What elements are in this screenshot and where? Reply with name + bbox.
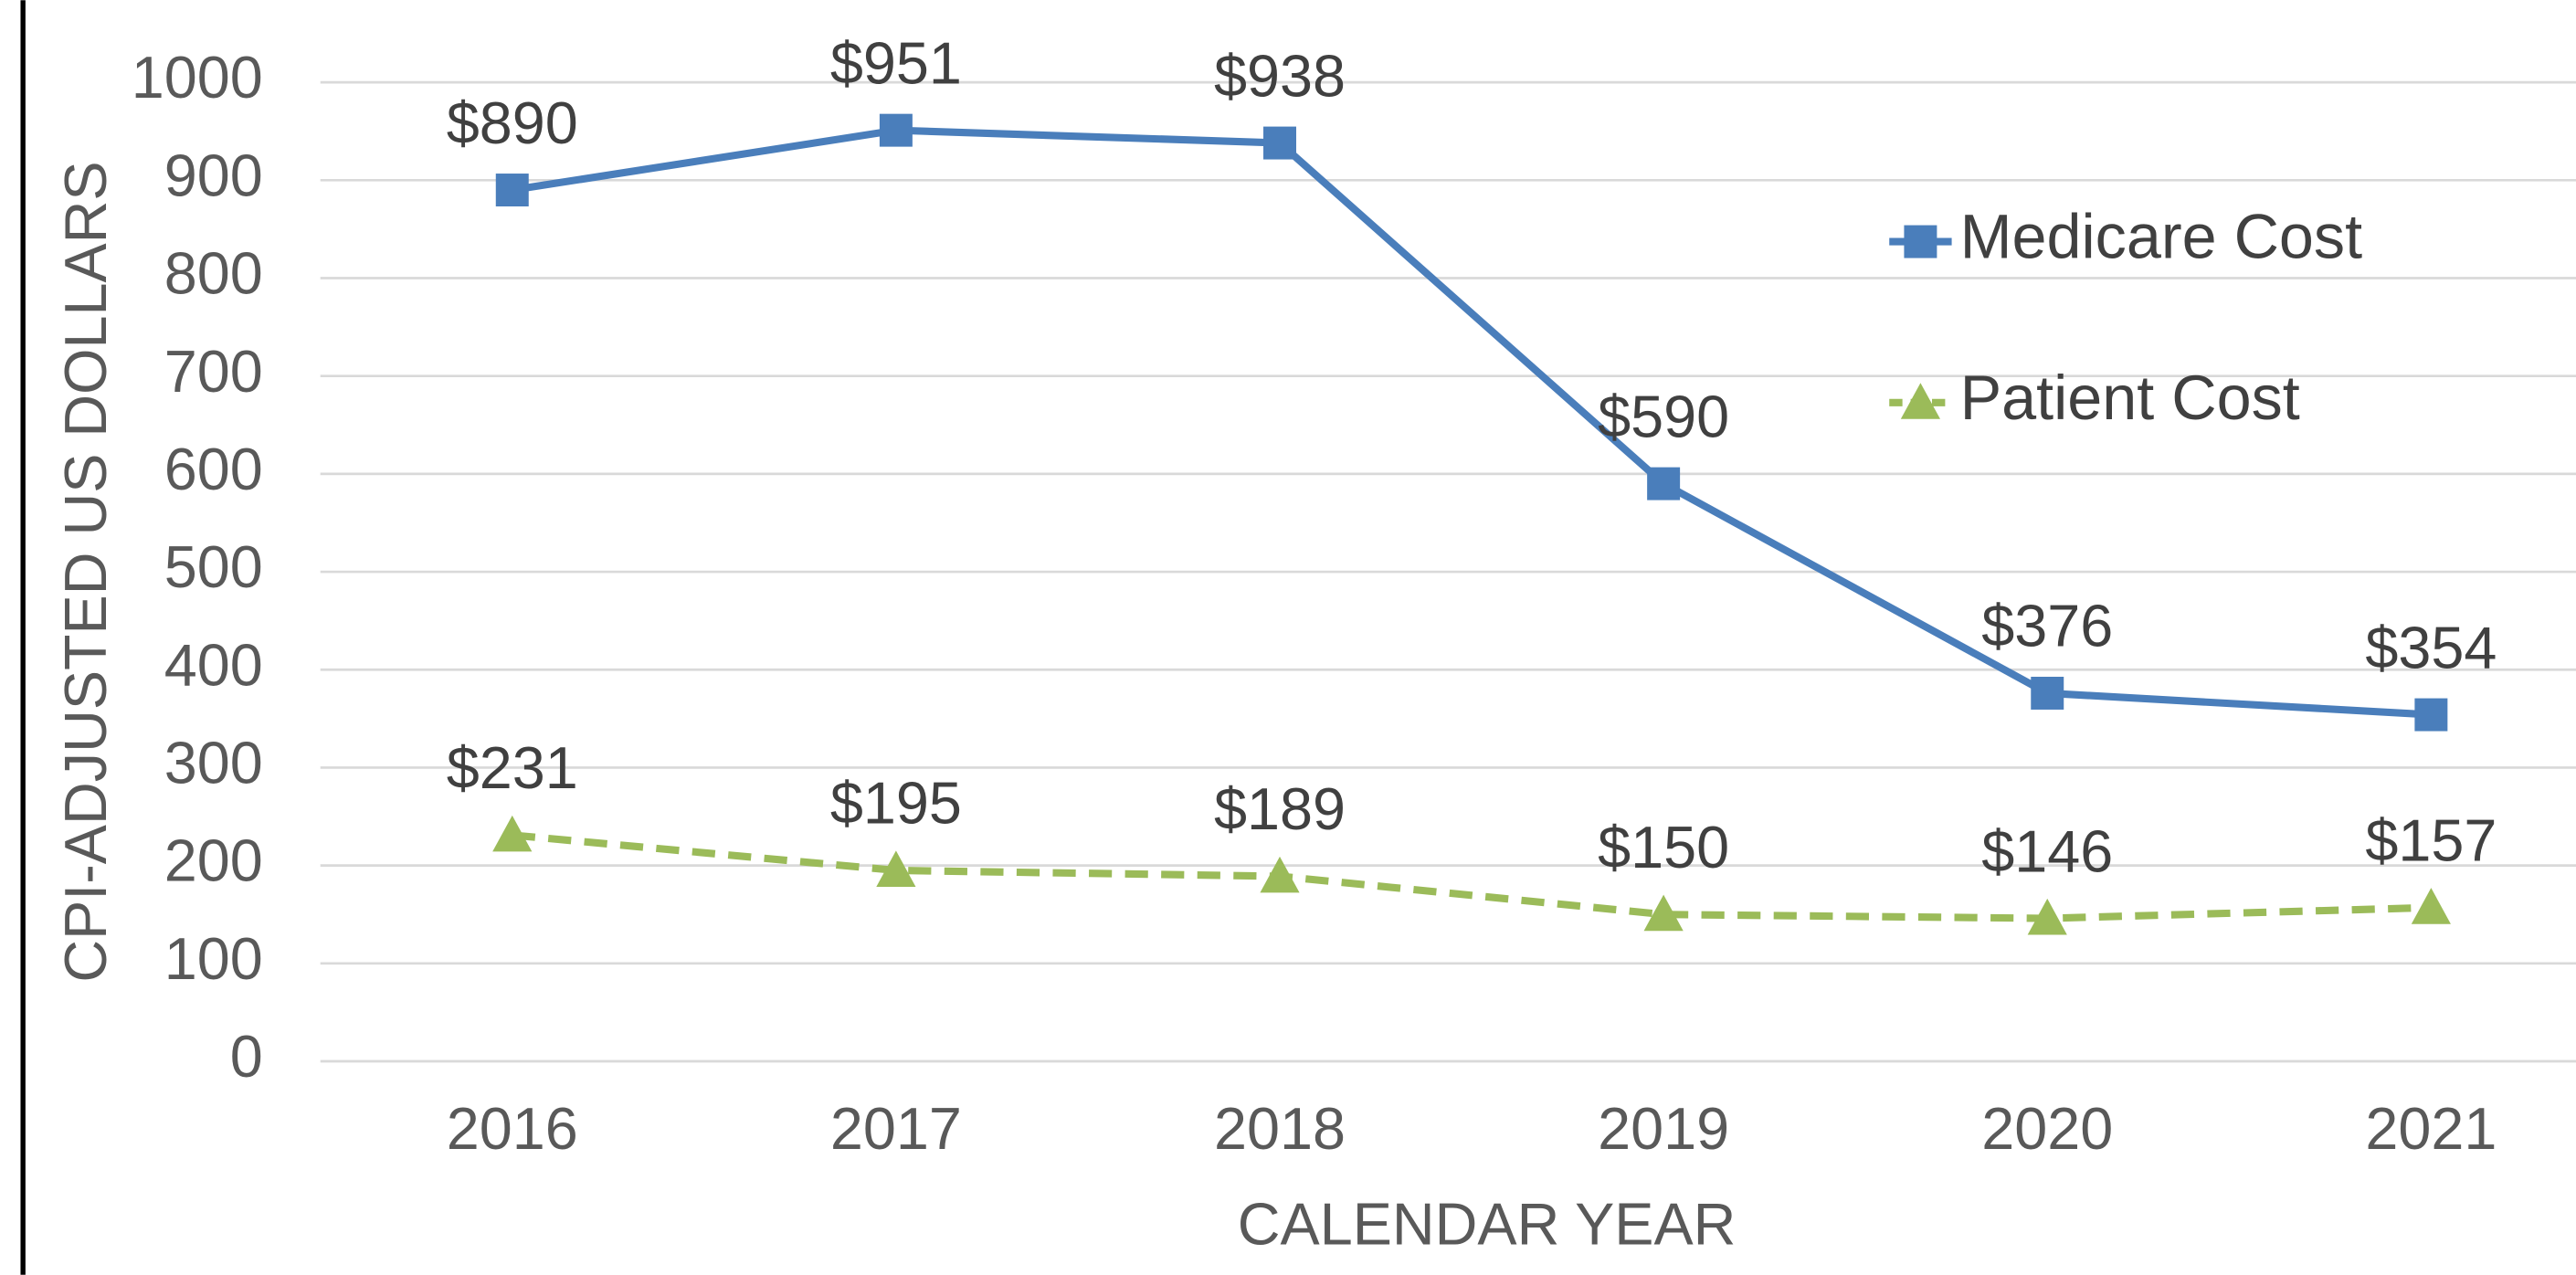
- series-line: [512, 831, 2432, 922]
- data-label: $150: [1598, 814, 1729, 880]
- series-line: [512, 126, 2432, 719]
- data-point: [876, 850, 916, 887]
- legend-marker: [1900, 383, 1940, 419]
- y-tick-label: 700: [164, 338, 263, 405]
- data-label: $146: [1981, 817, 2113, 884]
- data-label: $189: [1214, 775, 1346, 842]
- y-tick-label: 0: [230, 1023, 263, 1090]
- data-label: $376: [1981, 593, 2113, 659]
- data-point: [492, 815, 533, 852]
- x-axis-title: CALENDAR YEAR: [1238, 1191, 1737, 1258]
- data-point: [2414, 698, 2448, 732]
- data-label: $231: [447, 734, 578, 801]
- y-tick-label: 500: [164, 533, 263, 600]
- y-tick-label: 300: [164, 730, 263, 796]
- data-point: [2411, 888, 2451, 924]
- data-label: $938: [1214, 42, 1346, 109]
- data-point: [2027, 898, 2067, 935]
- x-tick-label: 2017: [830, 1095, 962, 1162]
- x-tick-label: 2019: [1598, 1095, 1729, 1162]
- data-label: $157: [2365, 806, 2497, 873]
- y-axis-title: CPI-ADJUSTED US DOLLARS: [52, 161, 119, 982]
- x-tick-label: 2016: [447, 1095, 578, 1162]
- y-tick-label: 100: [164, 925, 263, 992]
- legend-label: Medicare Cost: [1960, 203, 2363, 272]
- data-point: [1260, 856, 1300, 893]
- data-label: $951: [830, 29, 962, 96]
- x-tick-label: 2020: [1981, 1095, 2113, 1162]
- y-tick-label: 400: [164, 631, 263, 698]
- y-tick-label: 200: [164, 827, 263, 894]
- data-label: $195: [830, 770, 962, 837]
- data-point: [1647, 467, 1681, 501]
- y-tick-label: 800: [164, 240, 263, 307]
- data-label: $354: [2365, 614, 2497, 680]
- y-tick-label: 1000: [132, 44, 263, 111]
- data-label: $890: [447, 90, 578, 156]
- legend-marker: [1904, 225, 1937, 258]
- data-point: [1263, 126, 1296, 160]
- x-tick-label: 2021: [2365, 1095, 2497, 1162]
- data-point: [1643, 894, 1684, 932]
- data-point: [2031, 676, 2064, 710]
- y-tick-label: 900: [164, 142, 263, 208]
- legend-label: Patient Cost: [1960, 364, 2300, 433]
- data-point: [495, 174, 529, 207]
- y-tick-label: 600: [164, 436, 263, 502]
- data-point: [879, 113, 913, 147]
- data-label: $590: [1598, 383, 1729, 449]
- x-tick-label: 2018: [1214, 1095, 1346, 1162]
